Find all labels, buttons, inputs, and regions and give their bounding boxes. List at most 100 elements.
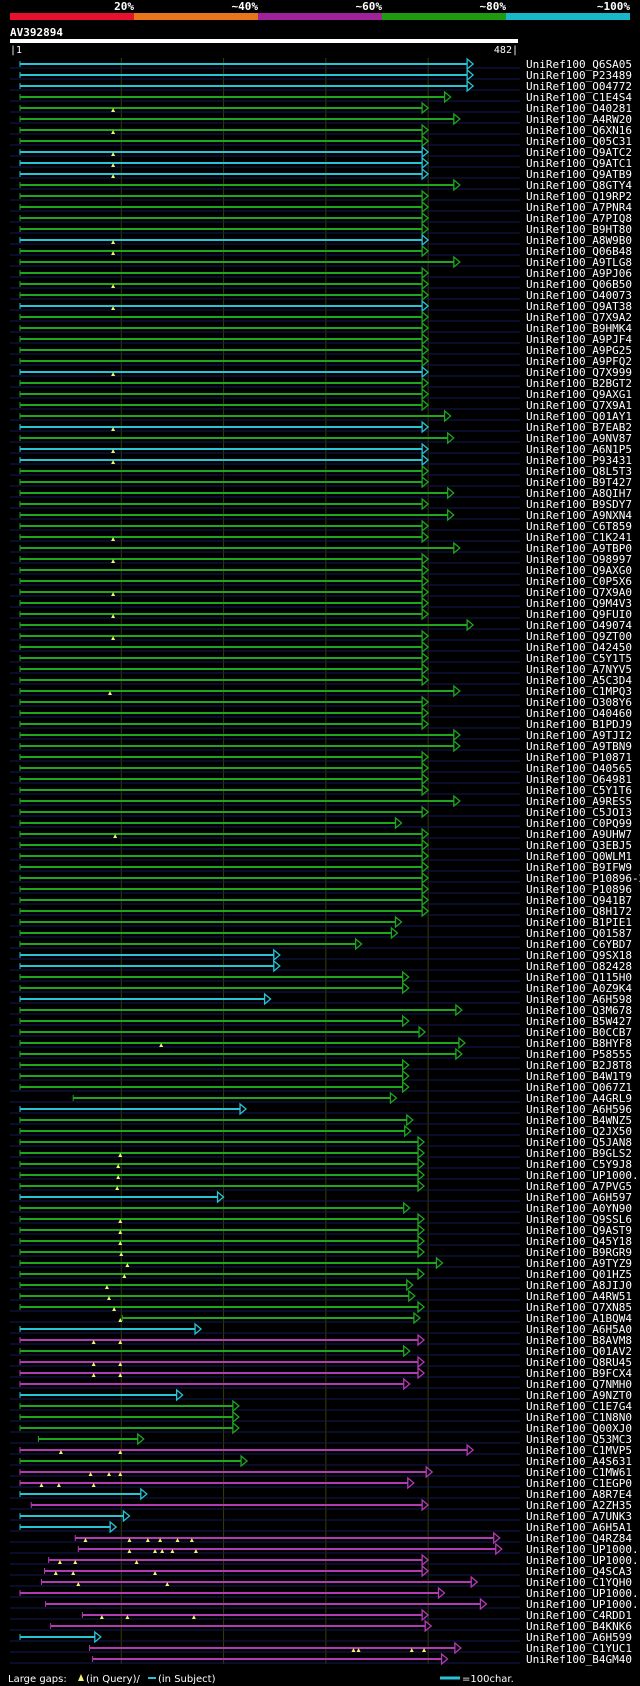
hit-row[interactable]: UniRef100_O64981 [10,772,632,786]
hit-label[interactable]: UniRef100_B9HT80 [526,223,632,236]
hit-label[interactable]: UniRef100_UP1000.. [526,1169,640,1182]
hit-label[interactable]: UniRef100_Q067Z1 [526,1081,632,1094]
hit-row[interactable]: UniRef100_Q19RP2 [10,189,632,203]
hit-row[interactable]: UniRef100_C1MW61 [10,1465,632,1479]
hit-row[interactable]: UniRef100_C1YUC1 [10,1641,632,1655]
hit-label[interactable]: UniRef100_Q9SX18 [526,949,632,962]
hit-label[interactable]: UniRef100_Q01HZ5 [526,1268,632,1281]
hit-label[interactable]: UniRef100_Q7X9A1 [526,399,632,412]
hit-label[interactable]: UniRef100_B1PIE1 [526,916,632,929]
hit-row[interactable]: UniRef100_O04772 [10,79,632,93]
hit-row[interactable]: UniRef100_Q9ATC1 [10,156,632,170]
hit-label[interactable]: UniRef100_Q19RP2 [526,190,632,203]
hit-label[interactable]: UniRef100_Q6XN16 [526,124,632,137]
hit-row[interactable]: UniRef100_Q53MC3 [10,1432,632,1446]
hit-label[interactable]: UniRef100_A7NYV5 [526,663,632,676]
hit-row[interactable]: UniRef100_C1MPQ3 [10,684,632,698]
hit-row[interactable]: UniRef100_Q5JAN8 [10,1135,632,1149]
hit-label[interactable]: UniRef100_Q00XJ0 [526,1422,632,1435]
hit-row[interactable]: UniRef100_B9FCX4 [10,1366,632,1380]
hit-row[interactable]: UniRef100_O40281 [10,101,632,115]
hit-row[interactable]: UniRef100_B2J8T8 [10,1058,632,1072]
hit-label[interactable]: UniRef100_A7PVG5 [526,1180,632,1193]
hit-row[interactable]: UniRef100_Q0WLM1 [10,849,632,863]
hit-row[interactable]: UniRef100_C5Y1T6 [10,783,632,797]
hit-label[interactable]: UniRef100_A6H597 [526,1191,632,1204]
hit-label[interactable]: UniRef100_Q3EBJ5 [526,839,632,852]
hit-label[interactable]: UniRef100_C1E7G4 [526,1400,632,1413]
hit-label[interactable]: UniRef100_Q2JX50 [526,1125,632,1138]
hit-row[interactable]: UniRef100_A7UNK3 [10,1509,632,1523]
hit-row[interactable]: UniRef100_B5W427 [10,1014,632,1028]
hit-row[interactable]: UniRef100_O49074 [10,618,632,632]
hit-row[interactable]: UniRef100_UP1000.. [10,1586,640,1600]
hit-label[interactable]: UniRef100_Q8RU45 [526,1356,632,1369]
hit-label[interactable]: UniRef100_B4W1T9 [526,1070,632,1083]
hit-row[interactable]: UniRef100_P10896 [10,882,632,896]
hit-row[interactable]: UniRef100_B4KNK6 [10,1619,632,1633]
hit-label[interactable]: UniRef100_O04772 [526,80,632,93]
hit-label[interactable]: UniRef100_P58555 [526,1048,632,1061]
hit-label[interactable]: UniRef100_Q115H0 [526,971,632,984]
hit-label[interactable]: UniRef100_O82428 [526,960,632,973]
hit-row[interactable]: UniRef100_O42450 [10,640,632,654]
hit-label[interactable]: UniRef100_C1E4S4 [526,91,632,104]
hit-row[interactable]: UniRef100_A7PNR4 [10,200,632,214]
hit-row[interactable]: UniRef100_C1MVP5 [10,1443,632,1457]
hit-row[interactable]: UniRef100_Q9AT38 [10,299,632,313]
hit-row[interactable]: UniRef100_B4GM40 [10,1652,632,1666]
hit-label[interactable]: UniRef100_A0YN90 [526,1202,632,1215]
hit-label[interactable]: UniRef100_Q7X9A2 [526,311,632,324]
hit-label[interactable]: UniRef100_A9TJI2 [526,729,632,742]
hit-label[interactable]: UniRef100_Q9FUI0 [526,608,632,621]
hit-row[interactable]: UniRef100_A9TBN9 [10,739,632,753]
hit-row[interactable]: UniRef100_A4S631 [10,1454,632,1468]
hit-label[interactable]: UniRef100_A9TLG8 [526,256,632,269]
hit-label[interactable]: UniRef100_B8HYF8 [526,1037,632,1050]
hit-label[interactable]: UniRef100_A5C3D4 [526,674,632,687]
hit-label[interactable]: UniRef100_A9TBP0 [526,542,632,555]
hit-label[interactable]: UniRef100_A9RES5 [526,795,632,808]
hit-row[interactable]: UniRef100_Q9SX18 [10,948,632,962]
hit-row[interactable]: UniRef100_A6N1P5 [10,442,632,456]
hit-row[interactable]: UniRef100_Q4SCA3 [10,1564,632,1578]
hit-label[interactable]: UniRef100_A8JIJ0 [526,1279,632,1292]
hit-row[interactable]: UniRef100_B7EAB2 [10,420,632,434]
hit-label[interactable]: UniRef100_Q9AST9 [526,1224,632,1237]
hit-row[interactable]: UniRef100_A9PG25 [10,343,632,357]
hit-row[interactable]: UniRef100_A7NYV5 [10,662,632,676]
hit-row[interactable]: UniRef100_A9TYZ9 [10,1256,632,1270]
hit-row[interactable]: UniRef100_O98997 [10,552,632,566]
hit-row[interactable]: UniRef100_Q9ATB9 [10,167,632,181]
hit-row[interactable]: UniRef100_Q9ZT00 [10,629,632,643]
hit-label[interactable]: UniRef100_O40281 [526,102,632,115]
hit-label[interactable]: UniRef100_A1BQW4 [526,1312,632,1325]
hit-row[interactable]: UniRef100_C1N8N0 [10,1410,632,1424]
hit-label[interactable]: UniRef100_B9RGR9 [526,1246,632,1259]
hit-label[interactable]: UniRef100_A8W9B0 [526,234,632,247]
hit-row[interactable]: UniRef100_C5Y9J8 [10,1157,632,1171]
hit-label[interactable]: UniRef100_B0CCB7 [526,1026,632,1039]
hit-label[interactable]: UniRef100_A8QIH7 [526,487,632,500]
hit-label[interactable]: UniRef100_B9IFW9 [526,861,632,874]
hit-row[interactable]: UniRef100_Q9M4V3 [10,596,632,610]
hit-label[interactable]: UniRef100_B4WNZ5 [526,1114,632,1127]
hit-label[interactable]: UniRef100_P23489 [526,69,632,82]
hit-label[interactable]: UniRef100_A2ZH35 [526,1499,632,1512]
hit-row[interactable]: UniRef100_A6H597 [10,1190,632,1204]
hit-row[interactable]: UniRef100_Q45Y18 [10,1234,632,1248]
hit-label[interactable]: UniRef100_A0Z9K4 [526,982,632,995]
hit-label[interactable]: UniRef100_C1MW61 [526,1466,632,1479]
hit-row[interactable]: UniRef100_A6H5A0 [10,1322,632,1336]
hit-row[interactable]: UniRef100_Q2JX50 [10,1124,632,1138]
hit-row[interactable]: UniRef100_A8W9B0 [10,233,632,247]
hit-label[interactable]: UniRef100_O40073 [526,289,632,302]
hit-row[interactable]: UniRef100_B9T427 [10,475,632,489]
hit-row[interactable]: UniRef100_UP1000.. [10,1597,640,1611]
hit-label[interactable]: UniRef100_Q4RZ84 [526,1532,632,1545]
hit-label[interactable]: UniRef100_Q6SA05 [526,58,632,71]
hit-row[interactable]: UniRef100_Q7XN85 [10,1300,632,1314]
hit-row[interactable]: UniRef100_B9HMK4 [10,321,632,335]
hit-label[interactable]: UniRef100_A9PFQ2 [526,355,632,368]
hit-label[interactable]: UniRef100_Q3M678 [526,1004,632,1017]
